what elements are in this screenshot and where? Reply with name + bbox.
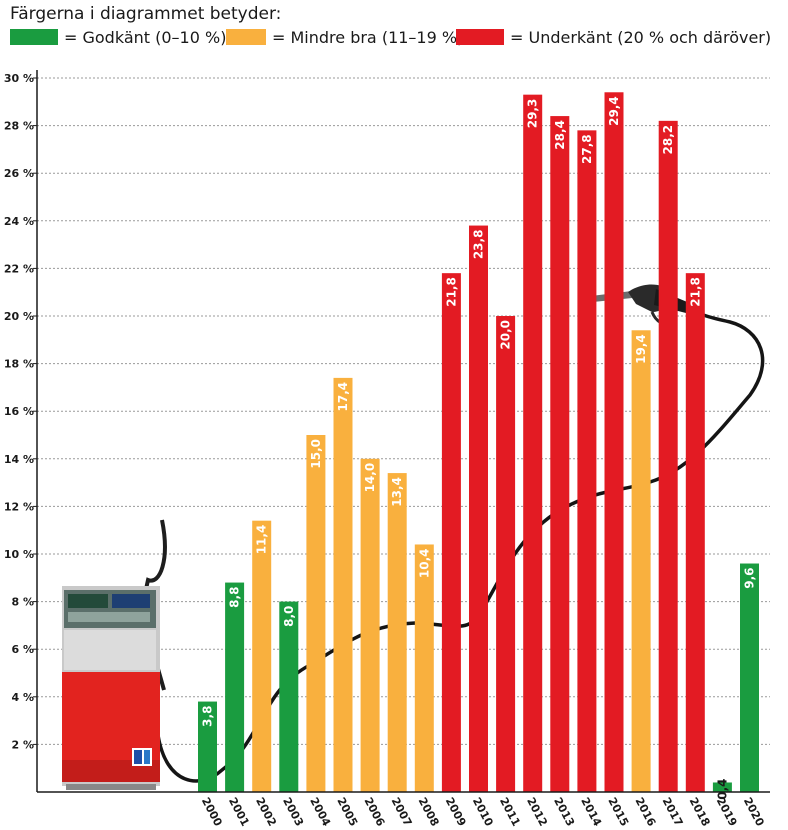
bar	[658, 120, 678, 793]
bar-value-label: 13,4	[390, 477, 404, 507]
bar	[414, 544, 434, 792]
xtick-label: 2016	[632, 795, 658, 828]
xtick-label: 2018	[687, 795, 713, 828]
xtick-label: 2009	[443, 795, 469, 828]
legend-swatch-red	[456, 29, 504, 45]
xtick-label: 2020	[741, 795, 767, 828]
xtick-label: 2014	[578, 795, 604, 828]
ytick-label: 12 %	[4, 500, 34, 513]
bar	[469, 225, 488, 792]
bar-value-label: 10,4	[417, 548, 431, 578]
legend-label-mindre-bra: = Mindre bra (11–19 %)	[272, 27, 464, 47]
ytick-label: 8 %	[11, 596, 34, 609]
xtick-label: 2006	[361, 795, 387, 828]
bar	[496, 316, 516, 792]
bar	[360, 458, 380, 792]
bar-value-label: 28,2	[661, 125, 675, 155]
xtick-label: 2012	[524, 795, 550, 828]
legend: = Godkänt (0–10 %) = Mindre bra (11–19 %…	[0, 26, 788, 48]
legend-title: Färgerna i diagrammet betyder:	[10, 4, 282, 24]
legend-swatch-green	[10, 29, 58, 45]
bar	[523, 94, 543, 792]
xtick-label: 2008	[416, 795, 442, 828]
legend-item-godkant: = Godkänt (0–10 %)	[10, 26, 226, 48]
ytick-label: 4 %	[11, 691, 34, 704]
bar	[387, 473, 407, 792]
bar	[550, 116, 570, 792]
ytick-label: 30 %	[4, 72, 34, 85]
xtick-label: 2015	[605, 795, 631, 828]
legend-item-underkant: = Underkänt (20 % och däröver)	[456, 26, 771, 48]
ytick-label: 2 %	[11, 738, 34, 751]
bar-value-label: 29,3	[526, 99, 540, 129]
xtick-label: 2007	[389, 795, 415, 828]
bar-value-label: 21,8	[688, 277, 702, 307]
xtick-label: 2004	[307, 795, 333, 828]
bar-value-label: 17,4	[336, 382, 350, 412]
xtick-label: 2000	[199, 795, 225, 828]
bar-value-label: 3,8	[201, 706, 215, 727]
bar	[712, 782, 732, 792]
xtick-label: 2005	[334, 795, 360, 828]
bar	[252, 520, 272, 792]
bar-value-label: 23,8	[472, 230, 486, 260]
xtick-label: 2013	[551, 795, 577, 828]
xtick-label: 2002	[253, 795, 279, 828]
bar	[577, 130, 597, 793]
bar-value-label: 20,0	[499, 320, 513, 350]
ytick-label: 10 %	[4, 548, 34, 561]
bar-value-label: 14,0	[363, 463, 377, 493]
bar	[631, 330, 651, 792]
legend-label-underkant: = Underkänt (20 % och däröver)	[510, 27, 772, 47]
legend-swatch-orange	[226, 29, 266, 45]
ytick-label: 18 %	[4, 358, 34, 371]
bar	[198, 701, 217, 792]
bar-value-label: 8,8	[228, 587, 242, 608]
bar	[306, 435, 326, 792]
bar-value-label: 15,0	[309, 439, 323, 469]
xtick-label: 2011	[497, 795, 523, 828]
bar	[225, 582, 245, 792]
ytick-label: 14 %	[4, 453, 34, 466]
xtick-label: 2017	[660, 795, 686, 828]
bar-value-label: 27,8	[580, 134, 594, 164]
bar-value-label: 0,4	[715, 778, 729, 799]
xtick-label: 2001	[226, 795, 252, 828]
fuel-pump-icon	[62, 586, 160, 790]
ytick-label: 16 %	[4, 405, 34, 418]
bar-value-label: 29,4	[607, 96, 621, 126]
bar-value-label: 11,4	[255, 525, 269, 555]
xtick-label: 2003	[280, 795, 306, 828]
bars-layer: 3,8 8,8 11,4 8,0 15,0 17,4 14,0 13,4 10,4 21,8 23,…	[198, 92, 759, 800]
xtick-label: 2019	[714, 795, 740, 828]
bar-value-label: 19,4	[634, 334, 648, 364]
legend-item-mindre-bra: = Mindre bra (11–19 %)	[226, 26, 463, 48]
bar	[685, 273, 705, 792]
bar-value-label: 21,8	[444, 277, 458, 307]
bar-value-label: 8,0	[282, 606, 296, 627]
bar	[279, 601, 299, 792]
ytick-label: 24 %	[4, 215, 34, 228]
ytick-label: 26 %	[4, 167, 34, 180]
ytick-label: 22 %	[4, 262, 34, 275]
ytick-label: 28 %	[4, 120, 34, 133]
xtick-label: 2010	[470, 795, 496, 828]
bar	[740, 563, 759, 792]
ytick-label: 20 %	[4, 310, 34, 323]
ytick-label: 6 %	[11, 643, 34, 656]
legend-label-godkant: = Godkänt (0–10 %)	[64, 27, 227, 47]
bar	[441, 273, 461, 792]
bar-value-label: 9,6	[743, 568, 757, 589]
bar-value-label: 28,4	[553, 120, 567, 150]
bar	[604, 92, 624, 792]
bar	[333, 377, 353, 792]
